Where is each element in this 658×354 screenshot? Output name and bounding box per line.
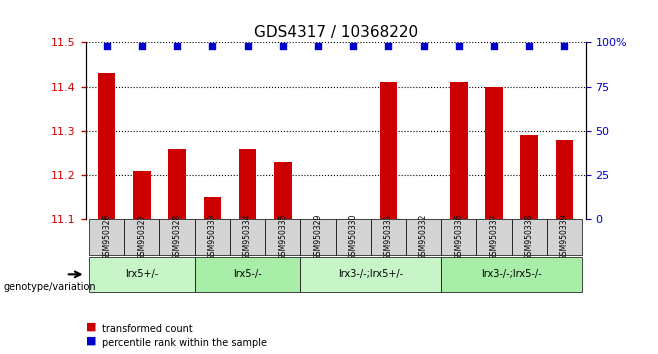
Point xyxy=(453,43,464,49)
Text: GSM950334: GSM950334 xyxy=(243,214,252,261)
Text: GSM950337: GSM950337 xyxy=(490,214,499,261)
FancyBboxPatch shape xyxy=(300,257,442,292)
Text: GSM950335: GSM950335 xyxy=(278,214,288,261)
Bar xyxy=(239,149,257,219)
Bar xyxy=(380,82,397,219)
Bar xyxy=(556,140,573,219)
Bar xyxy=(520,135,538,219)
Point xyxy=(559,43,570,49)
FancyBboxPatch shape xyxy=(159,219,195,255)
Point xyxy=(383,43,393,49)
Text: GSM950328: GSM950328 xyxy=(172,214,182,260)
FancyBboxPatch shape xyxy=(124,219,159,255)
FancyBboxPatch shape xyxy=(476,219,512,255)
Text: GSM950326: GSM950326 xyxy=(102,214,111,261)
Text: GSM950336: GSM950336 xyxy=(454,214,463,261)
Bar xyxy=(485,87,503,219)
Text: lrx3-/-;lrx5-/-: lrx3-/-;lrx5-/- xyxy=(482,269,542,279)
Point xyxy=(489,43,499,49)
Bar xyxy=(98,73,115,219)
Text: ■: ■ xyxy=(86,321,96,331)
Point xyxy=(172,43,182,49)
Point xyxy=(137,43,147,49)
FancyBboxPatch shape xyxy=(230,219,265,255)
Point xyxy=(313,43,323,49)
FancyBboxPatch shape xyxy=(195,219,230,255)
FancyBboxPatch shape xyxy=(265,219,300,255)
FancyBboxPatch shape xyxy=(89,219,124,255)
Text: GSM950338: GSM950338 xyxy=(525,214,534,261)
Title: GDS4317 / 10368220: GDS4317 / 10368220 xyxy=(253,25,418,40)
Point xyxy=(242,43,253,49)
Text: GSM950339: GSM950339 xyxy=(560,214,569,261)
Text: genotype/variation: genotype/variation xyxy=(3,282,96,292)
FancyBboxPatch shape xyxy=(512,219,547,255)
Text: percentile rank within the sample: percentile rank within the sample xyxy=(102,338,267,348)
Text: GSM950331: GSM950331 xyxy=(384,214,393,261)
Point xyxy=(418,43,429,49)
Point xyxy=(348,43,359,49)
Bar xyxy=(274,162,291,219)
FancyBboxPatch shape xyxy=(406,219,442,255)
FancyBboxPatch shape xyxy=(300,219,336,255)
Bar xyxy=(450,82,468,219)
Bar xyxy=(203,197,221,219)
Text: GSM950332: GSM950332 xyxy=(419,214,428,261)
Text: GSM950329: GSM950329 xyxy=(313,214,322,261)
FancyBboxPatch shape xyxy=(195,257,300,292)
Bar xyxy=(168,149,186,219)
Point xyxy=(101,43,112,49)
Text: lrx5-/-: lrx5-/- xyxy=(233,269,262,279)
Point xyxy=(524,43,534,49)
FancyBboxPatch shape xyxy=(547,219,582,255)
Text: ■: ■ xyxy=(86,335,96,346)
Point xyxy=(278,43,288,49)
Text: GSM950333: GSM950333 xyxy=(208,214,217,261)
FancyBboxPatch shape xyxy=(371,219,406,255)
FancyBboxPatch shape xyxy=(442,257,582,292)
Bar xyxy=(133,171,151,219)
FancyBboxPatch shape xyxy=(336,219,371,255)
Text: lrx3-/-;lrx5+/-: lrx3-/-;lrx5+/- xyxy=(338,269,403,279)
Point xyxy=(207,43,218,49)
Text: GSM950327: GSM950327 xyxy=(138,214,146,261)
Text: lrx5+/-: lrx5+/- xyxy=(125,269,159,279)
Text: transformed count: transformed count xyxy=(102,324,193,334)
FancyBboxPatch shape xyxy=(442,219,476,255)
FancyBboxPatch shape xyxy=(89,257,195,292)
Text: GSM950330: GSM950330 xyxy=(349,214,358,261)
